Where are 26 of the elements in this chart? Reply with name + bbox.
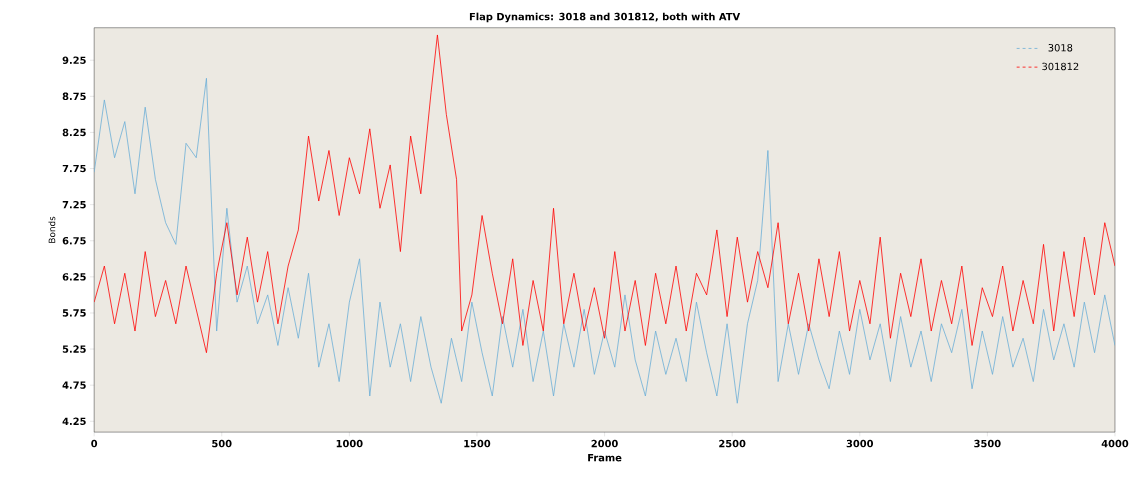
y-tick-label: 9.25 xyxy=(62,56,86,65)
y-tick-label: 8.25 xyxy=(62,128,86,137)
y-tick-label: 6.75 xyxy=(62,237,86,245)
x-tick-label: 2500 xyxy=(719,440,746,448)
x-tick-label: 2000 xyxy=(591,440,618,448)
x-tick-label: 1000 xyxy=(336,440,363,448)
x-axis-title: Frame xyxy=(588,454,622,462)
x-tick-label: 3000 xyxy=(846,440,874,448)
y-tick-label: 5.75 xyxy=(62,309,86,317)
y-tick-label: 7.25 xyxy=(62,201,86,209)
legend-label: 3018 xyxy=(1048,44,1073,52)
y-axis-title: Bonds xyxy=(48,216,56,243)
y-tick-label: 6.25 xyxy=(62,273,86,281)
x-tick-label: 500 xyxy=(212,440,232,448)
x-tick-label: 4000 xyxy=(1101,440,1129,448)
y-tick-label: 4.75 xyxy=(62,381,86,390)
y-tick-label: 8.75 xyxy=(62,92,86,101)
chart-title: Flap Dynamics: 3018 and 301812, both with ATV xyxy=(469,12,741,23)
y-tick-label: 7.75 xyxy=(62,165,86,173)
y-tick-label: 4.25 xyxy=(62,417,86,426)
legend-label: 301812 xyxy=(1042,62,1079,71)
x-tick-label: 0 xyxy=(91,440,98,448)
x-tick-label: 3500 xyxy=(974,440,1001,448)
line-series xyxy=(94,78,1115,404)
y-tick-label: 5.25 xyxy=(62,345,86,354)
x-tick-label: 1500 xyxy=(464,440,491,448)
